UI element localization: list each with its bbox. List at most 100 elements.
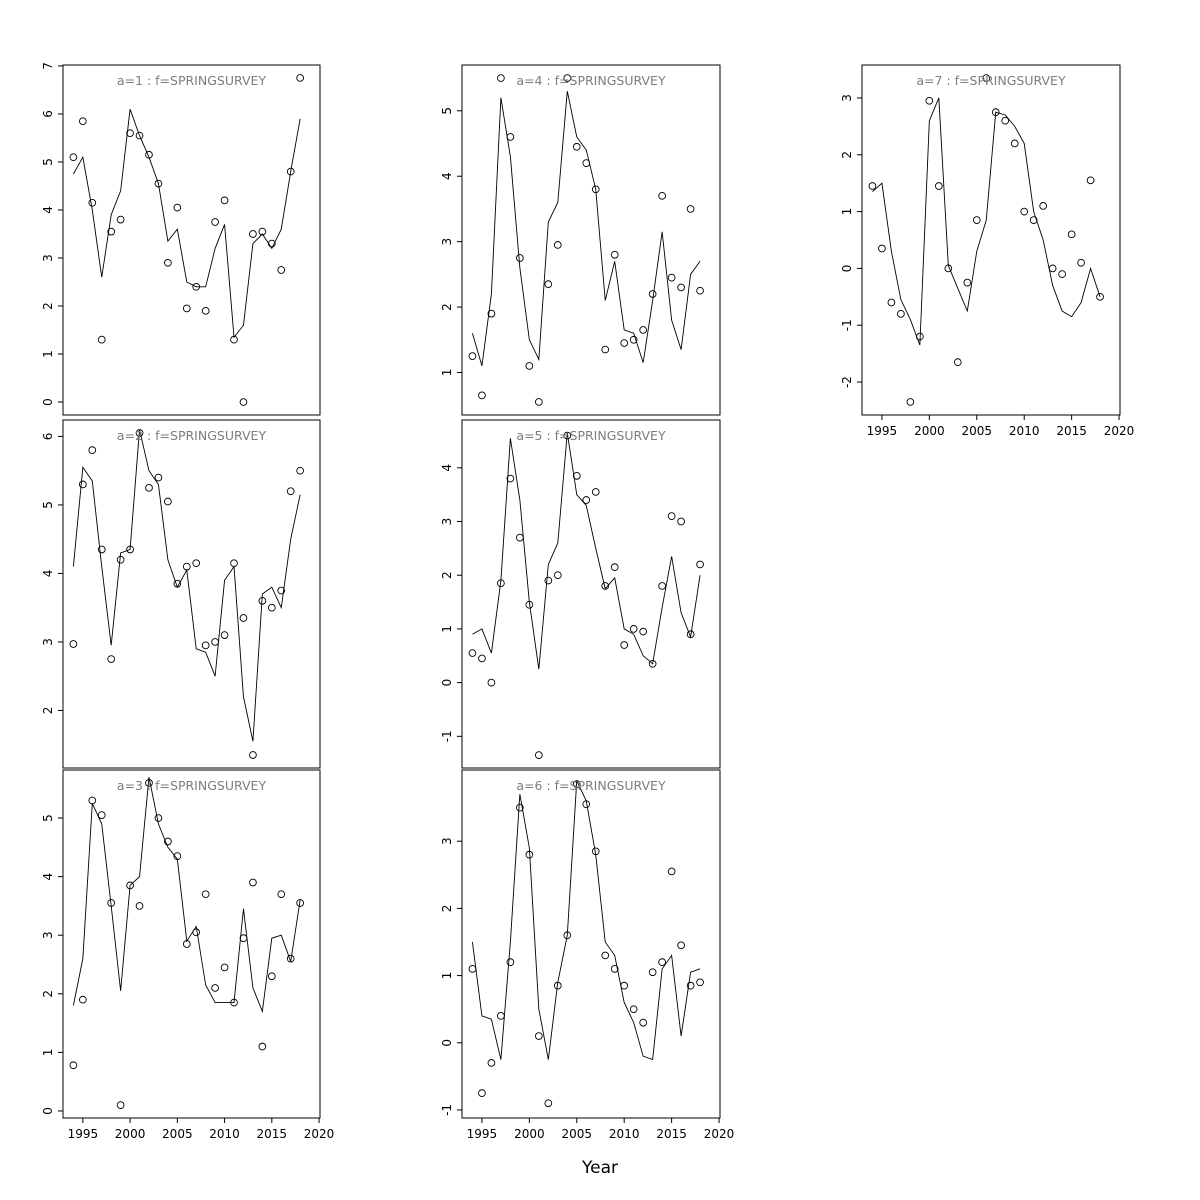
data-point [525, 362, 534, 370]
panel-border [861, 64, 1121, 416]
panel-data [69, 429, 305, 759]
data-point [601, 951, 610, 960]
data-point [258, 227, 267, 236]
data-point [667, 512, 676, 520]
data-point [230, 335, 238, 344]
data-point [487, 1059, 496, 1067]
x-tick-label: 2010 [609, 1127, 640, 1141]
y-tick-label: 0 [41, 398, 55, 406]
data-point [1048, 264, 1057, 273]
fit-line [471, 780, 701, 1061]
data-point [991, 108, 1000, 117]
data-point [173, 852, 182, 860]
y-tick-label: 1 [440, 369, 454, 377]
data-point [78, 480, 87, 489]
data-point [286, 167, 295, 176]
y-tick-label: 4 [440, 464, 454, 472]
data-point [572, 142, 581, 151]
data-point [525, 600, 534, 609]
data-point [639, 1018, 648, 1027]
data-point [972, 216, 981, 224]
x-tick-label: 2005 [162, 1127, 193, 1141]
panel-data [468, 431, 704, 759]
y-tick-label: 1 [840, 208, 854, 216]
data-point [116, 1101, 125, 1109]
x-tick-label: 2000 [514, 1127, 545, 1141]
data-point [249, 878, 257, 887]
data-point [192, 928, 201, 937]
data-point [249, 230, 257, 238]
y-tick-label: 0 [41, 1107, 55, 1115]
panel-data [69, 776, 305, 1109]
data-point [534, 1032, 543, 1040]
data-point [277, 266, 286, 274]
data-point [478, 391, 486, 400]
data-point [953, 358, 962, 367]
data-point [696, 286, 704, 295]
panel-border [461, 419, 721, 769]
data-point [239, 934, 248, 942]
data-point [135, 902, 144, 910]
data-point [677, 283, 685, 292]
y-tick-label: 3 [440, 837, 454, 845]
data-point [468, 649, 477, 657]
data-point [916, 332, 924, 341]
data-point [173, 203, 182, 212]
fit-line [72, 776, 301, 1014]
fit-line [872, 97, 1101, 346]
y-tick-label: 7 [41, 62, 55, 70]
data-point [154, 179, 163, 188]
data-point [544, 280, 553, 289]
data-point [135, 131, 144, 140]
x-tick-label: 1995 [68, 1127, 99, 1141]
data-point [296, 74, 305, 82]
fit-line [72, 109, 301, 339]
data-point [88, 796, 97, 805]
data-point [230, 559, 238, 568]
data-point [97, 335, 106, 344]
data-point [648, 290, 657, 298]
panel-title: a=1 : f=SPRINGSURVEY [117, 73, 267, 88]
data-point [258, 596, 267, 605]
data-point [258, 1042, 267, 1051]
data-point [182, 562, 191, 571]
data-point [192, 282, 201, 291]
x-tick-label: 2015 [257, 1127, 288, 1141]
data-point [1067, 230, 1076, 239]
data-point [69, 153, 78, 162]
data-point [230, 998, 238, 1007]
data-point [296, 466, 305, 475]
data-point [677, 517, 685, 526]
data-point [506, 474, 515, 483]
data-point [591, 847, 600, 856]
data-point [696, 560, 704, 569]
data-point [525, 850, 534, 859]
data-point [553, 241, 562, 249]
data-point [1020, 207, 1029, 216]
data-point [145, 779, 153, 787]
data-point [78, 995, 87, 1004]
data-point [497, 579, 505, 588]
data-point [639, 326, 648, 334]
data-point [658, 958, 666, 966]
x-tick-label: 2020 [704, 1127, 735, 1141]
data-point [934, 182, 943, 190]
data-point [211, 638, 219, 646]
panel-title: a=3 : f=SPRINGSURVEY [117, 778, 267, 793]
x-tick-label: 2015 [656, 1127, 687, 1141]
data-point [487, 309, 496, 318]
y-tick-label: -1 [440, 730, 454, 742]
data-point [677, 941, 685, 950]
data-point [1001, 116, 1010, 125]
panel-border [461, 64, 721, 416]
data-point [572, 472, 581, 480]
panel-border [62, 419, 321, 769]
y-tick-label: 2 [840, 151, 854, 159]
panel-data [69, 74, 305, 406]
data-point [563, 931, 572, 940]
data-point [620, 641, 629, 649]
data-point [69, 1061, 78, 1070]
y-tick-label: 0 [440, 1039, 454, 1047]
